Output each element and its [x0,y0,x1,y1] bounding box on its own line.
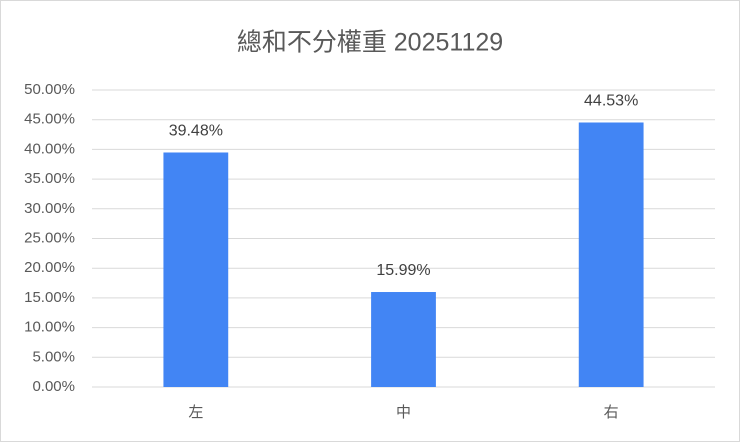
y-tick-label: 35.00% [24,170,75,187]
x-tick-label: 左 [188,404,203,421]
value-label: 15.99% [376,262,430,279]
y-tick-label: 5.00% [32,348,75,365]
x-tick-label: 中 [396,404,411,421]
bar [371,292,436,387]
y-tick-label: 25.00% [24,229,75,246]
y-tick-label: 10.00% [24,319,75,336]
y-tick-label: 0.00% [32,378,75,395]
y-tick-label: 50.00% [24,81,75,98]
y-tick-label: 15.00% [24,289,75,306]
bar [578,122,644,388]
y-tick-label: 40.00% [24,140,75,157]
chart-title: 總和不分權重 20251129 [237,29,503,57]
value-label: 44.53% [584,93,638,110]
y-tick-label: 30.00% [24,200,75,217]
y-tick-label: 20.00% [24,259,75,276]
bar [163,152,229,387]
y-tick-label: 45.00% [24,111,75,128]
x-tick-label: 右 [604,404,619,421]
value-label: 39.48% [169,123,223,140]
